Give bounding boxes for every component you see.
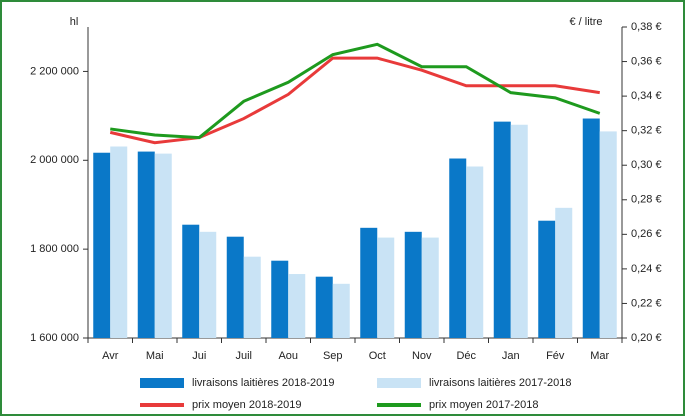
y2-tick-label: 0,36 € — [631, 55, 662, 67]
y-tick-label: 1 800 000 — [30, 243, 79, 255]
x-tick-label: Sep — [323, 350, 343, 362]
bar — [288, 274, 306, 338]
x-tick-label: Nov — [412, 350, 432, 362]
bar — [582, 118, 600, 338]
bar — [199, 231, 217, 338]
bar — [110, 146, 128, 338]
bar — [243, 256, 261, 338]
legend-swatch — [377, 378, 421, 388]
y2-tick-label: 0,30 € — [631, 159, 662, 171]
bar — [332, 283, 350, 338]
bar — [182, 224, 200, 338]
y-tick-label: 2 200 000 — [30, 65, 79, 77]
y2-tick-label: 0,24 € — [631, 263, 662, 275]
bar — [555, 207, 573, 338]
bar — [271, 260, 289, 338]
y2-tick-label: 0,38 € — [631, 21, 662, 33]
bar — [360, 227, 378, 338]
line — [110, 42, 601, 140]
x-tick-label: Avr — [102, 350, 119, 362]
bar — [404, 231, 422, 338]
y2-tick-label: 0,22 € — [631, 297, 662, 309]
x-tick-label: Jui — [192, 350, 206, 362]
bar — [466, 166, 484, 338]
x-tick-label: Mar — [590, 350, 609, 362]
y2-axis-label: € / litre — [569, 16, 602, 28]
legend-label: livraisons laitières 2018-2019 — [192, 377, 334, 389]
y-axis-label: hl — [70, 16, 79, 28]
x-tick-label: Oct — [369, 350, 386, 362]
bar — [421, 237, 439, 338]
legend-label: livraisons laitières 2017-2018 — [429, 377, 571, 389]
x-tick-label: Mai — [146, 350, 164, 362]
y2-tick-label: 0,28 € — [631, 194, 662, 206]
bar — [493, 121, 511, 338]
bar — [93, 152, 111, 338]
legend-swatch — [140, 378, 184, 388]
legend-label: prix moyen 2018-2019 — [192, 399, 301, 411]
y-tick-label: 2 000 000 — [30, 154, 79, 166]
y2-tick-label: 0,20 € — [631, 332, 662, 344]
x-tick-label: Jan — [502, 350, 520, 362]
bar — [538, 220, 556, 338]
bar — [154, 153, 172, 338]
x-tick-label: Déc — [456, 350, 476, 362]
bar — [377, 237, 395, 338]
bar — [315, 276, 333, 338]
bar — [226, 236, 244, 338]
bar — [137, 151, 155, 338]
bar — [599, 131, 617, 338]
x-tick-label: Fév — [546, 350, 565, 362]
bar — [510, 124, 528, 338]
y-tick-label: 1 600 000 — [30, 332, 79, 344]
x-tick-label: Juil — [235, 350, 252, 362]
y2-tick-label: 0,32 € — [631, 125, 662, 137]
x-tick-label: Aou — [278, 350, 298, 362]
y2-tick-label: 0,34 € — [631, 90, 662, 102]
legend-label: prix moyen 2017-2018 — [429, 399, 538, 411]
y2-tick-label: 0,26 € — [631, 228, 662, 240]
bar — [449, 158, 467, 338]
